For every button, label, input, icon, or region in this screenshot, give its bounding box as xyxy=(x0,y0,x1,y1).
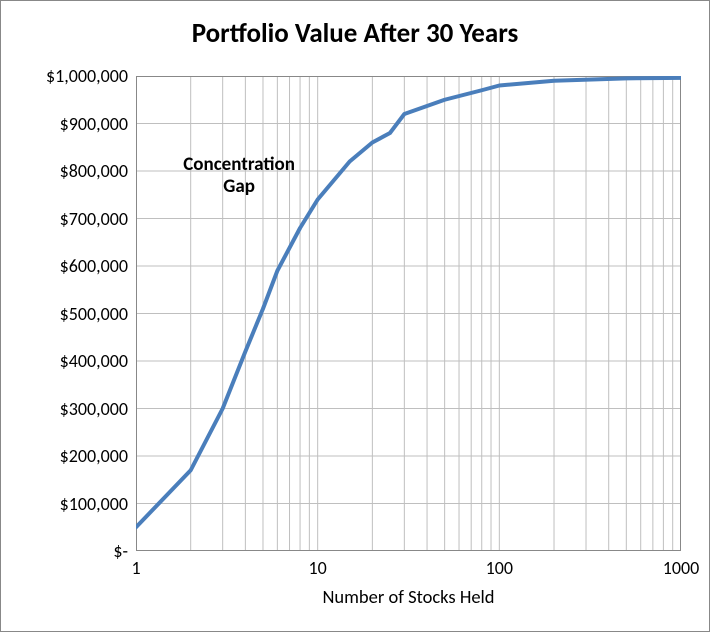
y-tick-label: $800,000 xyxy=(60,160,128,182)
y-tick-label: $900,000 xyxy=(60,113,128,135)
series-line xyxy=(136,78,681,527)
plot-svg xyxy=(136,76,681,551)
y-tick-label: $500,000 xyxy=(60,303,128,325)
chart-frame: Portfolio Value After 30 Years Concentra… xyxy=(0,0,710,632)
x-tick-label: 10 xyxy=(293,557,343,579)
y-tick-label: $300,000 xyxy=(60,398,128,420)
x-axis-title: Number of Stocks Held xyxy=(136,585,681,608)
x-tick-label: 1000 xyxy=(656,557,706,579)
concentration-gap-annotation: Concentration Gap xyxy=(164,154,314,198)
x-tick-label: 1 xyxy=(111,557,161,579)
y-tick-label: $200,000 xyxy=(60,445,128,467)
annotation-line1: Concentration xyxy=(183,153,295,176)
annotation-line2: Gap xyxy=(223,175,255,198)
y-tick-label: $100,000 xyxy=(60,493,128,515)
y-tick-label: $400,000 xyxy=(60,350,128,372)
x-tick-label: 100 xyxy=(474,557,524,579)
y-tick-label: $600,000 xyxy=(60,255,128,277)
plot-area: Concentration Gap xyxy=(136,76,681,551)
chart-title: Portfolio Value After 30 Years xyxy=(1,17,709,50)
y-tick-label: $1,000,000 xyxy=(46,65,128,87)
y-tick-label: $700,000 xyxy=(60,208,128,230)
